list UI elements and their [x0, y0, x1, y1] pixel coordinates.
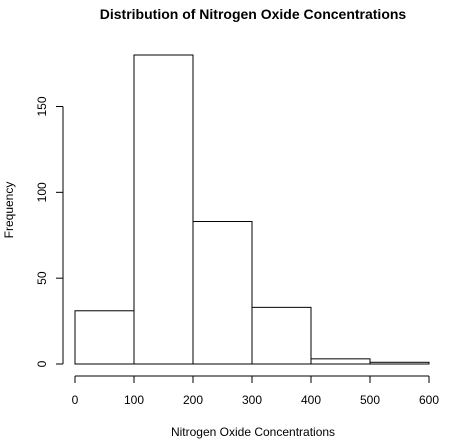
bars-group — [74, 54, 430, 365]
y-tick-label-0: 0 — [35, 360, 49, 367]
x-tick-label-400: 400 — [301, 393, 321, 407]
histogram-bar-5 — [369, 361, 430, 365]
x-tick-label-0: 0 — [72, 393, 79, 407]
y-tick-label-150: 150 — [35, 96, 49, 116]
x-tick-label-200: 200 — [183, 393, 203, 407]
y-tick-label-50: 50 — [35, 271, 49, 285]
histogram-bar-3 — [251, 306, 312, 365]
x-axis-label: Nitrogen Oxide Concentrations — [171, 425, 335, 439]
y-tick-label-100: 100 — [35, 182, 49, 202]
histogram-bar-2 — [192, 221, 253, 365]
histogram-bar-1 — [133, 54, 194, 365]
histogram-bar-0 — [74, 310, 135, 365]
x-tick-label-600: 600 — [419, 393, 439, 407]
y-axis: 0 50 100 150 — [35, 96, 64, 367]
x-tick-label-500: 500 — [360, 393, 380, 407]
x-tick-label-300: 300 — [242, 393, 262, 407]
chart-title: Distribution of Nitrogen Oxide Concentra… — [100, 6, 407, 22]
x-axis: 0 100 200 300 400 500 600 — [72, 375, 439, 407]
x-tick-label-100: 100 — [124, 393, 144, 407]
y-axis-label: Frequency — [2, 182, 16, 239]
histogram-bar-4 — [310, 358, 371, 365]
